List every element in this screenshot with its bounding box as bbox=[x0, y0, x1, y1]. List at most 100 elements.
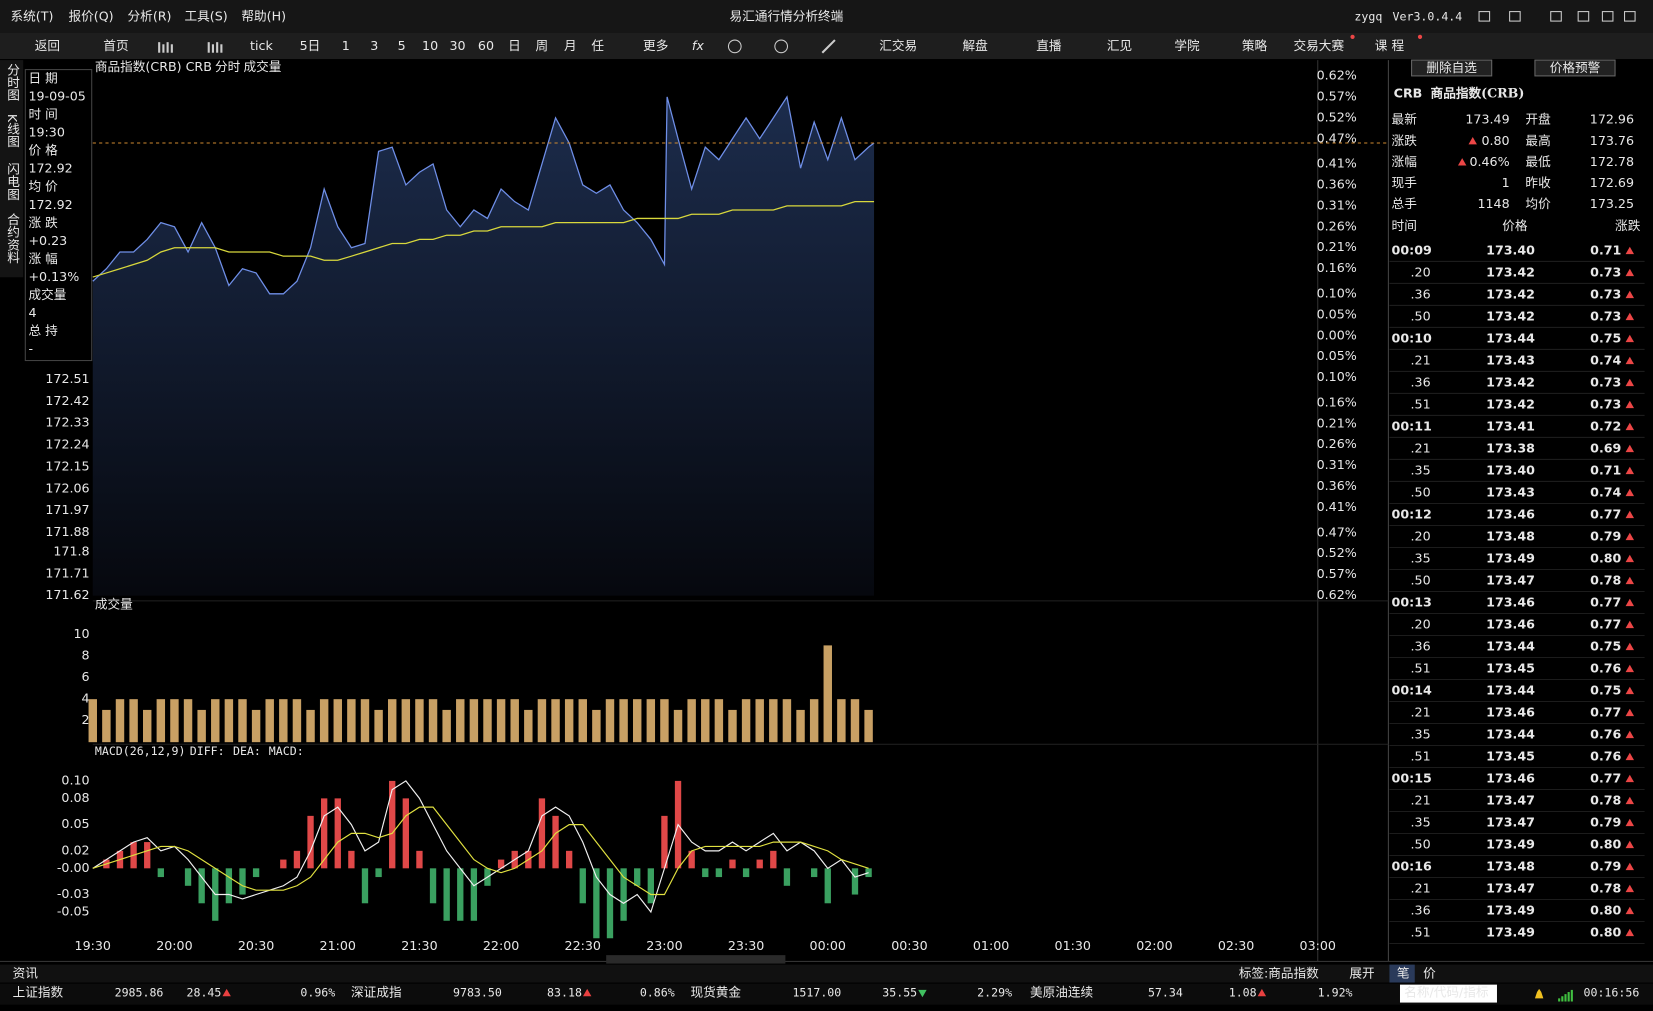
volume-bar bbox=[442, 709, 451, 743]
macd-bar bbox=[620, 868, 627, 921]
tick-change: 0.73 bbox=[1590, 286, 1621, 301]
toolbar-button[interactable]: 5 bbox=[398, 38, 406, 53]
macd-bar bbox=[715, 868, 723, 878]
toolbar-button[interactable]: 汇交易 bbox=[879, 38, 917, 53]
tick-change: 0.78 bbox=[1590, 572, 1621, 587]
y-tick-label: 0.26% bbox=[1317, 218, 1357, 233]
panel-button[interactable] bbox=[1534, 59, 1616, 77]
macd-bar bbox=[538, 798, 546, 869]
volume-bar bbox=[306, 709, 315, 743]
tick-price: 173.47 bbox=[1486, 814, 1535, 829]
search-box[interactable] bbox=[1399, 984, 1497, 1003]
tick-price: 173.49 bbox=[1486, 902, 1535, 917]
toolbar-button[interactable]: 更多 bbox=[643, 38, 668, 53]
ticker-pct: 1.92% bbox=[1318, 986, 1353, 1000]
tick-change: 0.77 bbox=[1590, 506, 1621, 521]
toolbar-button[interactable]: 周 bbox=[536, 38, 549, 53]
arrow-icon bbox=[1625, 730, 1635, 739]
toolbar-button[interactable]: 汇见 bbox=[1107, 38, 1132, 53]
toolbar-button[interactable]: 日 bbox=[508, 38, 521, 53]
menu-item[interactable]: 帮助(H) bbox=[241, 8, 286, 23]
toolbar-button[interactable]: tick bbox=[250, 38, 273, 53]
menu-item[interactable]: 分析(R) bbox=[128, 8, 172, 23]
volume-bar bbox=[605, 699, 615, 743]
expand-button[interactable]: 展开 bbox=[1349, 966, 1374, 981]
footer-tab[interactable]: 笔 bbox=[1397, 966, 1410, 981]
volume-bar bbox=[864, 709, 873, 743]
footer-tab[interactable]: 价 bbox=[1423, 966, 1436, 981]
info-value: 4 bbox=[28, 305, 36, 320]
quote-label: 最新 bbox=[1392, 112, 1418, 127]
toolbar-button[interactable]: 1 bbox=[342, 38, 350, 53]
toolbar-button[interactable]: 任 bbox=[591, 38, 604, 53]
volume-bar bbox=[769, 699, 778, 743]
toolbar-button[interactable]: 30 bbox=[449, 38, 465, 53]
toolbar-button[interactable]: 策略 bbox=[1242, 38, 1268, 53]
quote-label: 涨跌 bbox=[1392, 133, 1418, 148]
window-button[interactable] bbox=[1478, 11, 1491, 22]
y-tick-label: 0.21% bbox=[1317, 239, 1357, 254]
side-tab[interactable]: K线图 bbox=[5, 114, 20, 148]
tick-change: 0.73 bbox=[1590, 396, 1621, 411]
tick-change: 0.76 bbox=[1590, 726, 1621, 741]
tick-change: 0.80 bbox=[1590, 902, 1621, 917]
news-tab[interactable]: 资讯 bbox=[13, 966, 39, 981]
tick-time: .21 bbox=[1411, 704, 1431, 719]
arrow-icon bbox=[1625, 488, 1635, 497]
y-tick-label: 0.52% bbox=[1317, 545, 1357, 560]
toolbar-button[interactable]: 直播 bbox=[1036, 38, 1062, 53]
tick-change: 0.77 bbox=[1590, 616, 1621, 631]
toolbar-button[interactable]: 交易大赛 bbox=[1294, 38, 1345, 53]
macd-bar bbox=[593, 868, 600, 939]
macd-bar bbox=[865, 868, 872, 878]
toolbar-button[interactable]: 3 bbox=[370, 38, 378, 53]
toolbar-icon bbox=[162, 44, 165, 53]
quote-label: 开盘 bbox=[1525, 112, 1551, 127]
toolbar-button[interactable]: 学院 bbox=[1174, 38, 1200, 53]
arrow-icon bbox=[1625, 290, 1635, 299]
macd-bar bbox=[443, 868, 450, 921]
toolbar-button[interactable]: 返回 bbox=[35, 38, 60, 53]
toolbar-button[interactable]: 10 bbox=[422, 38, 438, 53]
window-button[interactable] bbox=[1624, 11, 1636, 22]
y-tick-label: 0.10% bbox=[1317, 285, 1357, 300]
x-tick-label: 22:00 bbox=[483, 938, 519, 953]
volume-bar bbox=[415, 699, 424, 743]
window-button[interactable] bbox=[1550, 11, 1562, 22]
price-area bbox=[92, 96, 875, 596]
toolbar-button[interactable]: 5日 bbox=[300, 38, 321, 53]
window-button[interactable] bbox=[1601, 11, 1614, 22]
toolbar-button[interactable]: 课 程 bbox=[1375, 38, 1405, 53]
x-tick-label: 21:00 bbox=[320, 938, 356, 953]
toolbar-icon bbox=[774, 39, 789, 54]
window-button[interactable] bbox=[1577, 11, 1590, 22]
toolbar-button[interactable]: fx bbox=[692, 38, 704, 53]
menu-item[interactable]: 报价(Q) bbox=[69, 8, 114, 23]
symbol: CRB bbox=[1394, 85, 1423, 100]
toolbar-button[interactable]: 月 bbox=[564, 38, 577, 53]
tick-time: .36 bbox=[1411, 286, 1431, 301]
tick-time: .35 bbox=[1411, 550, 1431, 565]
menu-item[interactable]: 系统(T) bbox=[11, 8, 54, 23]
window-button[interactable] bbox=[1509, 11, 1521, 22]
scroll-handle[interactable] bbox=[606, 955, 786, 964]
volume-bar bbox=[469, 699, 479, 743]
side-tab[interactable]: 分时图 bbox=[5, 63, 20, 101]
panel-button-label[interactable]: 价格预警 bbox=[1550, 60, 1601, 75]
panel-button-label[interactable]: 删除自选 bbox=[1426, 60, 1477, 75]
toolbar-button[interactable]: 首页 bbox=[103, 38, 128, 53]
search-placeholder[interactable]: 名称/代码/指标 bbox=[1404, 985, 1489, 1000]
tick-price: 173.42 bbox=[1486, 374, 1535, 389]
toolbar-button[interactable]: 60 bbox=[478, 38, 494, 53]
side-tab[interactable]: 闪电图 bbox=[5, 162, 20, 200]
y-tick-label: 10 bbox=[74, 626, 90, 641]
arrow-icon bbox=[1625, 664, 1635, 673]
panel-button[interactable] bbox=[1411, 59, 1493, 77]
title-bar bbox=[0, 0, 1653, 33]
menu-item[interactable]: 工具(S) bbox=[184, 8, 227, 23]
toolbar-button[interactable]: 解盘 bbox=[962, 38, 988, 53]
tick-price: 173.46 bbox=[1486, 506, 1535, 521]
volume-bar bbox=[564, 699, 574, 743]
signal-icon bbox=[1558, 998, 1561, 1002]
side-tab[interactable]: 合约资料 bbox=[5, 213, 20, 264]
